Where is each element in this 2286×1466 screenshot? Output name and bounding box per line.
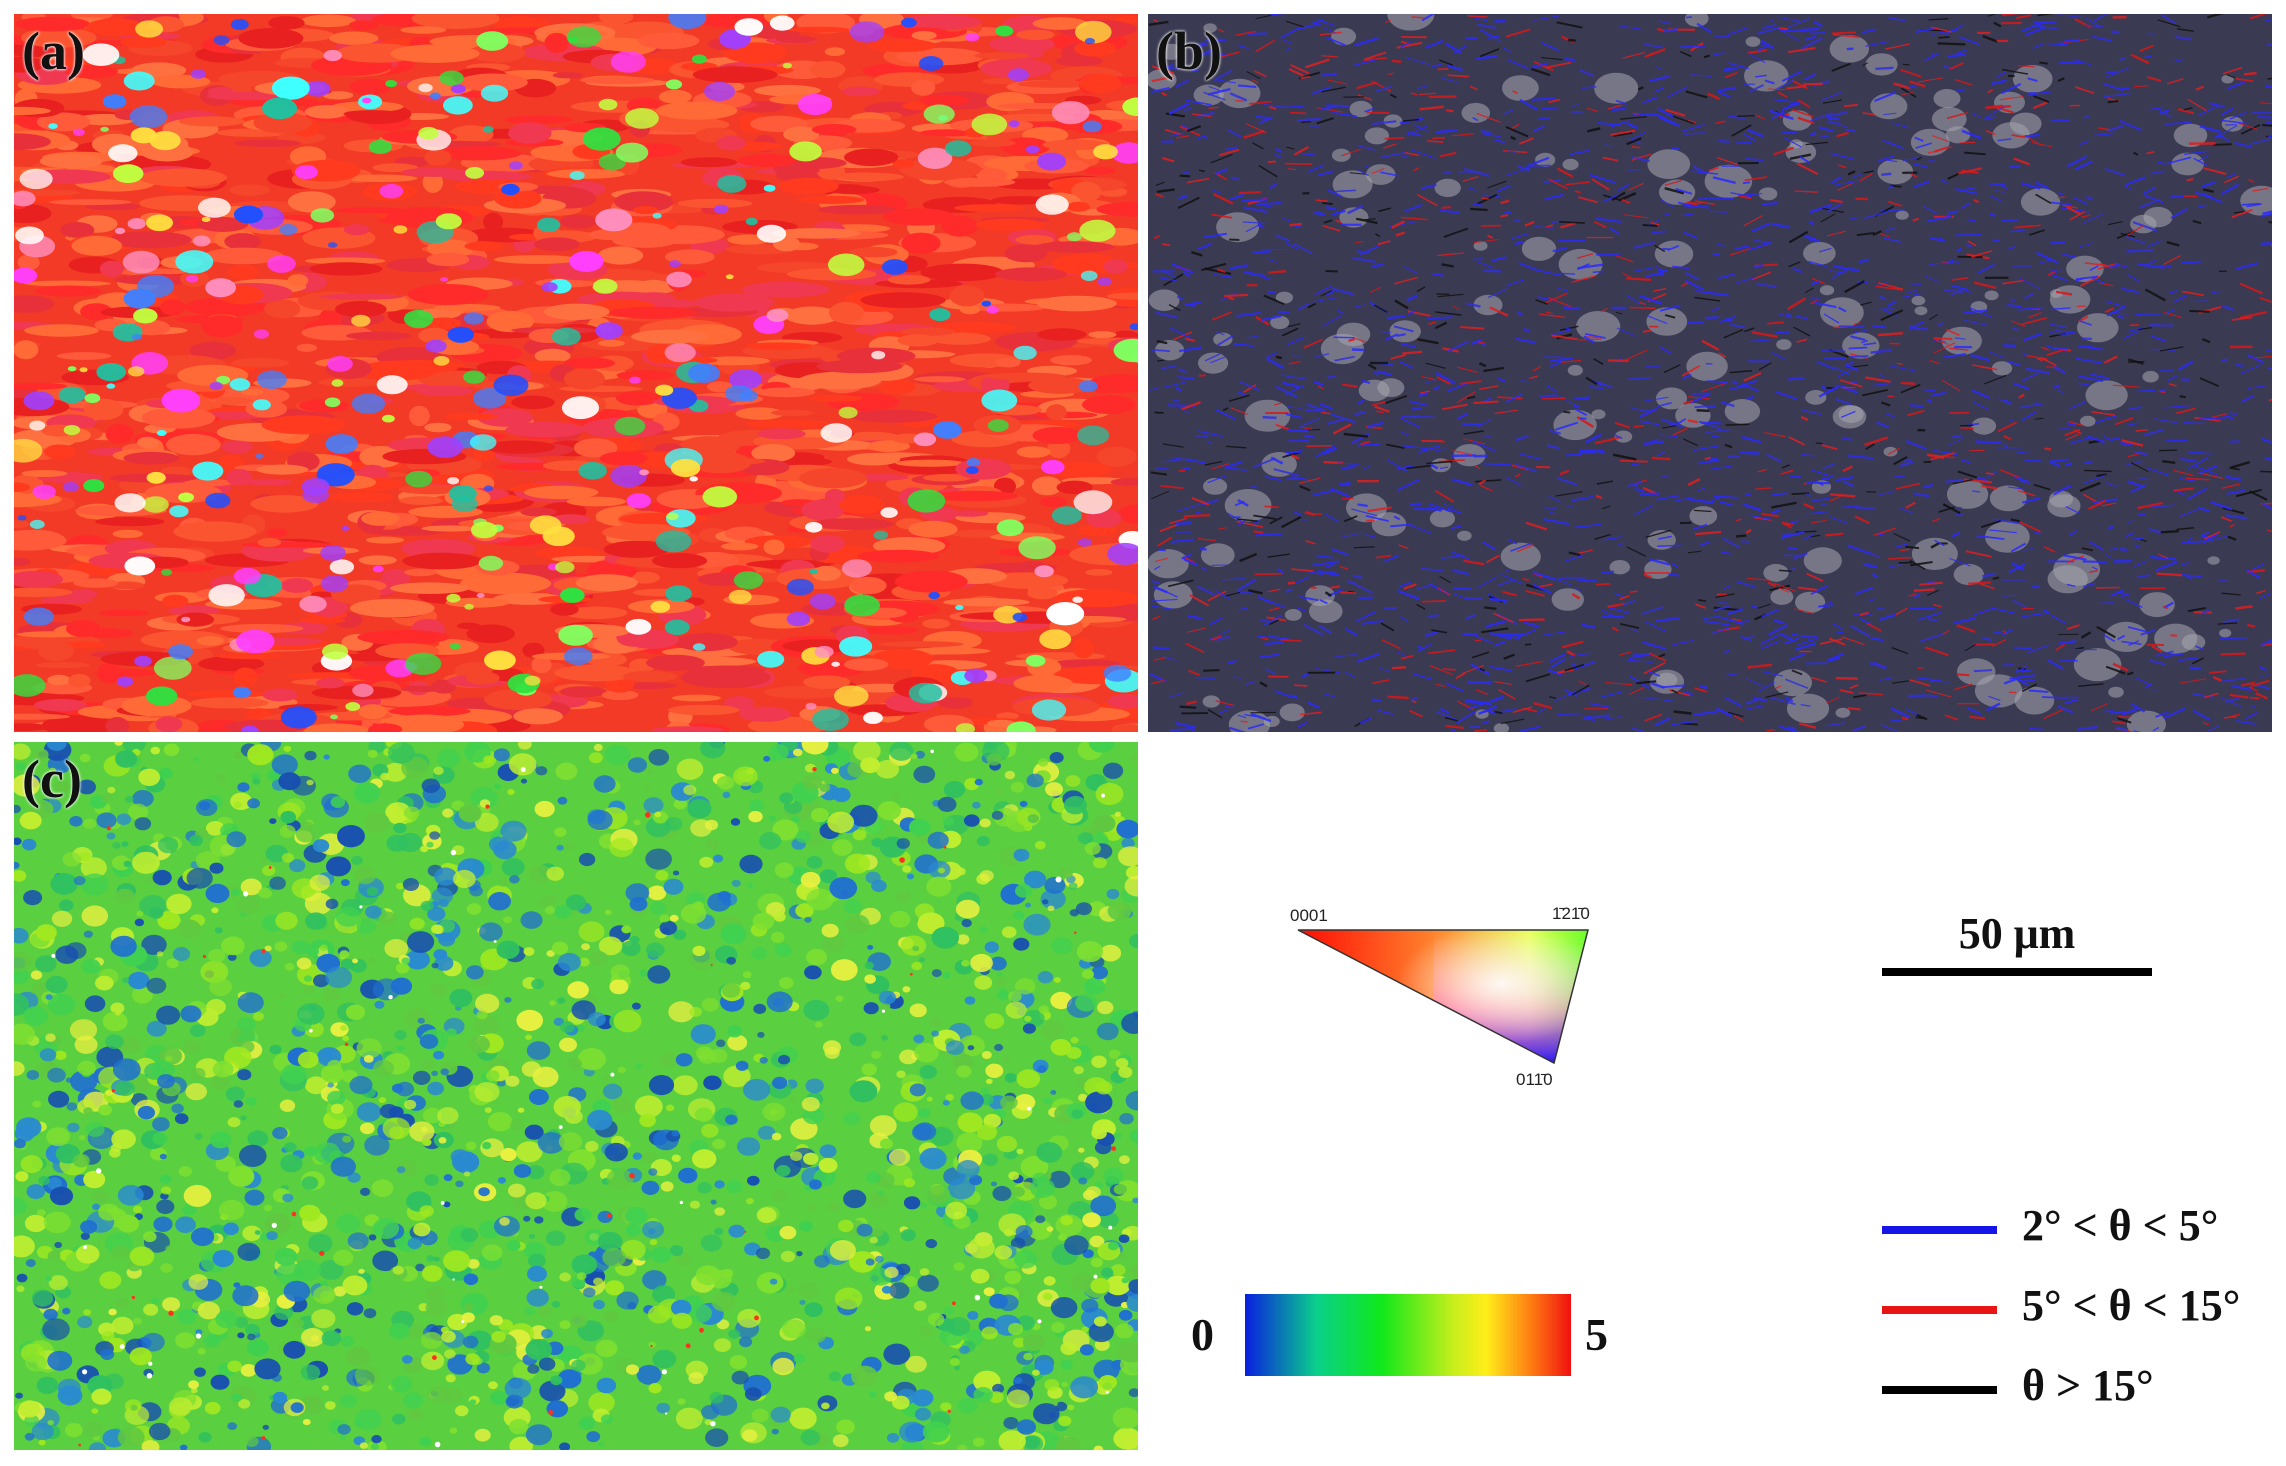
- kam-map-panel: (c): [14, 742, 1138, 1450]
- legend-label-low-angle: 2° < θ < 5°: [2022, 1201, 2219, 1250]
- legend-row-low-angle: 2° < θ < 5°: [1882, 1200, 2282, 1260]
- scale-bar: 50 μm: [1882, 900, 2152, 980]
- ipf-map-image: [14, 14, 1138, 732]
- scale-bar-line: [1882, 968, 2152, 976]
- kam-map-image: [14, 742, 1138, 1450]
- panel-label-b: (b): [1156, 21, 1222, 81]
- grain-boundary-map-image: [1148, 14, 2272, 732]
- ipf-label-1210: 1̄21̄0: [1552, 904, 1590, 923]
- legend-row-high-angle: θ > 15°: [1882, 1360, 2282, 1420]
- legend-label-medium-angle: 5° < θ < 15°: [2022, 1281, 2241, 1330]
- panel-label-a: (a): [22, 21, 85, 81]
- legend-line-medium-angle: [1882, 1306, 1997, 1314]
- kam-color-scale: 0 5: [1175, 1280, 1655, 1400]
- ipf-label-0110: 011̄0: [1516, 1070, 1553, 1089]
- legend-line-high-angle: [1882, 1386, 1997, 1394]
- legend-row-medium-angle: 5° < θ < 15°: [1882, 1280, 2282, 1340]
- kam-scale-min: 0: [1191, 1309, 1214, 1360]
- legend-line-low-angle: [1882, 1226, 1997, 1234]
- kam-gradient-bar: [1245, 1294, 1571, 1376]
- grain-boundary-map-panel: (b): [1148, 14, 2272, 732]
- panel-label-c: (c): [22, 749, 82, 809]
- ipf-label-0001: 0001: [1290, 906, 1328, 925]
- kam-scale-max: 5: [1585, 1309, 1608, 1360]
- boundary-legend: 2° < θ < 5° 5° < θ < 15° θ > 15°: [1882, 1200, 2282, 1450]
- ipf-color-key: 0001 1̄21̄0 011̄0: [1284, 900, 1634, 1100]
- scale-bar-label: 50 μm: [1958, 909, 2076, 958]
- ipf-triangle: [1297, 929, 1589, 1065]
- ipf-map-panel: (a): [14, 14, 1138, 732]
- legend-label-high-angle: θ > 15°: [2022, 1361, 2154, 1410]
